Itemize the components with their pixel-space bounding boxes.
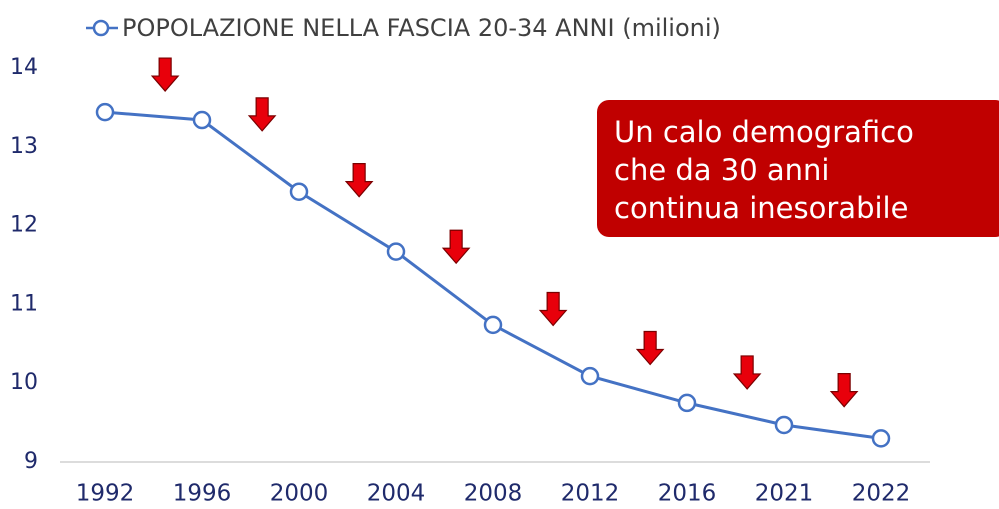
- y-tick-label: 14: [10, 55, 38, 80]
- y-tick-label: 13: [10, 134, 38, 159]
- down-arrow: [732, 355, 762, 390]
- y-tick-label: 10: [10, 370, 38, 395]
- y-tick-label: 9: [24, 449, 38, 474]
- x-tick-label: 2012: [561, 481, 620, 507]
- x-tick-label: 1996: [173, 481, 232, 507]
- x-tick-label: 2000: [270, 481, 329, 507]
- down-arrow: [635, 330, 665, 366]
- y-tick-label: 12: [10, 213, 38, 238]
- point: [774, 415, 794, 435]
- annotation-box: [597, 100, 999, 237]
- down-arrow: [441, 229, 471, 265]
- legend-label: POPOLAZIONE NELLA FASCIA 20-34 ANNI (mil…: [122, 14, 721, 42]
- point: [192, 110, 212, 130]
- annotation-text: che da 30 anni: [614, 153, 830, 187]
- point: [289, 182, 309, 201]
- x-tick-label: 2008: [464, 481, 523, 507]
- down-arrow: [829, 373, 859, 408]
- x-tick-label: 2021: [755, 481, 814, 507]
- point: [677, 393, 697, 413]
- x-tick-label: 2004: [367, 481, 426, 507]
- x-tick-label: 1992: [76, 481, 135, 507]
- x-tick-label: 2016: [658, 481, 717, 507]
- point: [95, 102, 115, 122]
- point: [871, 429, 891, 448]
- y-tick-label: 11: [10, 291, 38, 316]
- annotation-text: continua inesorabile: [614, 191, 908, 225]
- down-arrow: [150, 57, 180, 92]
- annotation-text: Un calo demografico: [614, 115, 914, 149]
- point: [386, 242, 406, 261]
- point: [580, 366, 600, 386]
- down-arrow: [344, 163, 374, 198]
- down-arrow: [247, 97, 277, 132]
- x-tick-label: 2022: [852, 481, 911, 507]
- point: [483, 315, 503, 335]
- legend-marker: [92, 19, 110, 37]
- down-arrow: [538, 291, 568, 327]
